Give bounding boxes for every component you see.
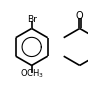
Text: O: O [76, 11, 84, 21]
Text: Br: Br [27, 15, 37, 24]
Text: OCH$_3$: OCH$_3$ [20, 68, 44, 80]
